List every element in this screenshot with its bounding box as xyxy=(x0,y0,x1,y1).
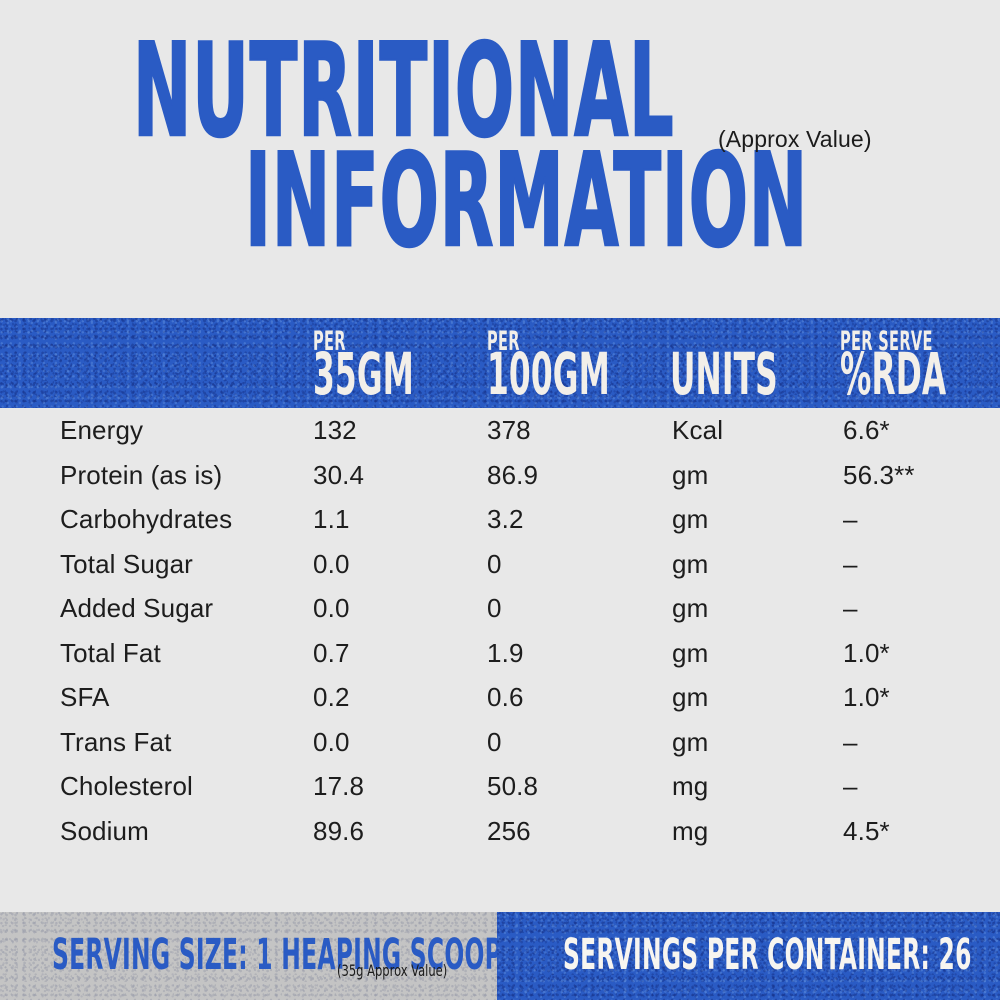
row-rda: 1.0* xyxy=(843,637,890,668)
header-col-rda-label: %RDA xyxy=(840,340,947,408)
row-rda: 1.0* xyxy=(843,682,890,712)
row-units: gm xyxy=(672,726,709,757)
table-row: Protein (as is) 30.4 86.9 gm 56.3** xyxy=(0,453,1000,498)
row-rda: 6.6* xyxy=(843,415,890,445)
row-units: gm xyxy=(672,548,709,579)
header-col-per-100gm-small: PER xyxy=(487,326,520,357)
row-rda: 56.3** xyxy=(843,459,915,490)
row-per-100gm: 0 xyxy=(487,726,502,757)
header-col-rda-small: PER SERVE xyxy=(840,326,933,357)
row-per-35gm: 0.2 xyxy=(313,682,350,712)
row-rda: – xyxy=(843,504,858,534)
table-row: Trans Fat 0.0 0 gm – xyxy=(0,720,1000,765)
row-rda: – xyxy=(843,771,858,801)
header-col-units-label: UNITS xyxy=(670,340,778,408)
row-units: gm xyxy=(672,682,709,712)
row-per-100gm: 50.8 xyxy=(487,771,539,801)
row-units: gm xyxy=(672,459,709,490)
row-units: gm xyxy=(672,504,709,534)
nutrition-table: Energy 132 378 Kcal 6.6* Protein (as is)… xyxy=(0,408,1000,853)
row-per-100gm: 0 xyxy=(487,593,502,623)
row-nutrient-label: Energy xyxy=(60,415,144,445)
footer-serving-size-text: SERVING SIZE: 1 HEAPING SCOOP xyxy=(52,930,497,980)
row-per-35gm: 0.0 xyxy=(313,548,350,579)
table-row: SFA 0.2 0.6 gm 1.0* xyxy=(0,675,1000,720)
row-rda: – xyxy=(843,548,858,579)
table-header-band: PER 35GM PER 100GM UNITS PER SERVE %RDA xyxy=(0,318,1000,408)
row-per-35gm: 89.6 xyxy=(313,815,365,846)
row-units: mg xyxy=(672,771,709,801)
row-nutrient-label: SFA xyxy=(60,682,110,712)
row-nutrient-label: Total Sugar xyxy=(60,548,193,579)
footer-serving-size-panel: SERVING SIZE: 1 HEAPING SCOOP xyxy=(0,912,497,1000)
header-col-per-35gm-label: 35GM xyxy=(313,340,414,408)
row-units: gm xyxy=(672,593,709,623)
row-nutrient-label: Cholesterol xyxy=(60,771,193,801)
row-rda: – xyxy=(843,726,858,757)
header-col-per-35gm-small: PER xyxy=(313,326,346,357)
row-units: mg xyxy=(672,815,709,846)
table-row: Sodium 89.6 256 mg 4.5* xyxy=(0,809,1000,854)
row-per-100gm: 0.6 xyxy=(487,682,524,712)
row-rda: – xyxy=(843,593,858,623)
row-per-35gm: 132 xyxy=(313,415,357,445)
row-per-35gm: 0.0 xyxy=(313,726,350,757)
table-row: Cholesterol 17.8 50.8 mg – xyxy=(0,764,1000,809)
page-title-line-1: NUTRITIONAL xyxy=(132,17,675,166)
row-nutrient-label: Trans Fat xyxy=(60,726,172,757)
title-approx-note: (Approx Value) xyxy=(718,126,872,152)
row-per-35gm: 0.0 xyxy=(313,593,350,623)
table-row: Total Sugar 0.0 0 gm – xyxy=(0,542,1000,587)
row-units: gm xyxy=(672,637,709,668)
page-title-line-2: INFORMATION xyxy=(244,127,809,276)
row-per-100gm: 86.9 xyxy=(487,459,539,490)
row-per-100gm: 1.9 xyxy=(487,637,524,668)
row-units: Kcal xyxy=(672,415,724,445)
row-rda: 4.5* xyxy=(843,815,890,846)
row-per-35gm: 1.1 xyxy=(313,504,350,534)
row-per-100gm: 256 xyxy=(487,815,531,846)
footer: SERVING SIZE: 1 HEAPING SCOOP SERVINGS P… xyxy=(0,912,1000,1000)
table-row: Energy 132 378 Kcal 6.6* xyxy=(0,408,1000,453)
header-col-per-100gm-label: 100GM xyxy=(487,340,610,408)
footer-servings-per-container-text: SERVINGS PER CONTAINER: 26 xyxy=(563,930,972,980)
row-per-100gm: 3.2 xyxy=(487,504,524,534)
row-per-35gm: 17.8 xyxy=(313,771,365,801)
footer-servings-per-container-panel: SERVINGS PER CONTAINER: 26 xyxy=(497,912,1000,1000)
title-block: NUTRITIONAL INFORMATION (Approx Value) xyxy=(0,0,1000,300)
row-nutrient-label: Sodium xyxy=(60,815,149,846)
row-nutrient-label: Added Sugar xyxy=(60,593,214,623)
footer-serving-size-note: (35g Approx Value) xyxy=(337,961,448,980)
row-nutrient-label: Carbohydrates xyxy=(60,504,233,534)
row-per-100gm: 378 xyxy=(487,415,531,445)
row-per-35gm: 0.7 xyxy=(313,637,350,668)
row-nutrient-label: Total Fat xyxy=(60,637,161,668)
row-nutrient-label: Protein (as is) xyxy=(60,459,223,490)
table-row: Added Sugar 0.0 0 gm – xyxy=(0,586,1000,631)
table-row: Carbohydrates 1.1 3.2 gm – xyxy=(0,497,1000,542)
row-per-100gm: 0 xyxy=(487,548,502,579)
row-per-35gm: 30.4 xyxy=(313,459,365,490)
table-row: Total Fat 0.7 1.9 gm 1.0* xyxy=(0,631,1000,676)
